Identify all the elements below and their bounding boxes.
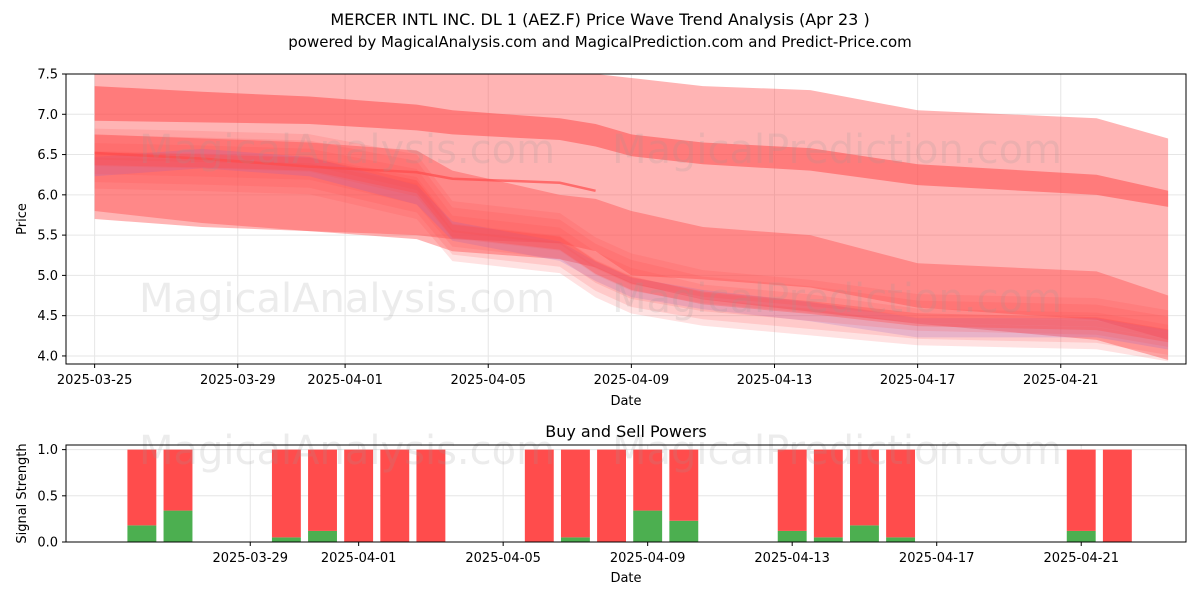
y-tick-label: 5.5	[37, 229, 58, 244]
sell-bar	[271, 449, 301, 538]
sell-bar	[163, 449, 193, 511]
sell-bar	[886, 449, 916, 538]
top-frame	[65, 73, 1187, 365]
x-axis-label: Date	[610, 394, 641, 409]
x-tick-label: 2025-03-29	[212, 551, 288, 566]
buy-sell-panel: MagicalAnalysis.com MagicalPrediction.com…	[15, 422, 1187, 586]
x-tick-label: 2025-04-21	[1043, 551, 1119, 566]
sell-bar	[524, 449, 554, 542]
sell-bar	[850, 449, 879, 526]
x-tick-label: 2025-03-29	[200, 373, 276, 388]
x-tick-label: 2025-04-05	[465, 551, 541, 566]
y-axis-label: Price	[15, 203, 30, 235]
sell-bar	[380, 449, 410, 542]
watermark: MagicalAnalysis.com	[139, 127, 555, 173]
price-band-1	[94, 74, 1169, 340]
blue-wave-band	[94, 148, 1169, 350]
watermark: MagicalPrediction.com	[612, 276, 1062, 322]
buy-bar	[308, 530, 337, 542]
sell-bar	[127, 449, 157, 526]
wave-band-2	[94, 135, 1169, 339]
x-axis-label: Date	[610, 571, 641, 586]
y-tick-label: 6.5	[37, 148, 58, 163]
x-tick-label: 2025-04-01	[307, 373, 383, 388]
buy-bar	[669, 520, 699, 542]
sell-bar	[560, 449, 590, 538]
sell-bar	[1102, 449, 1132, 542]
chart-title: MERCER INTL INC. DL 1 (AEZ.F) Price Wave…	[330, 10, 869, 29]
bottom-title: Buy and Sell Powers	[545, 422, 707, 441]
x-tick-label: 2025-04-05	[450, 373, 526, 388]
buy-bar	[163, 510, 193, 542]
sell-bar	[416, 449, 446, 542]
y-tick-label: 7.5	[37, 68, 58, 83]
x-tick-label: 2025-04-17	[880, 373, 956, 388]
watermark: MagicalAnalysis.com	[139, 276, 555, 322]
x-tick-label: 2025-04-09	[594, 373, 670, 388]
chart-subtitle: powered by MagicalAnalysis.com and Magic…	[288, 33, 912, 51]
y-tick-label: 1.0	[37, 443, 58, 458]
wave-band-1	[94, 128, 1169, 333]
sell-bar	[813, 449, 843, 538]
sell-bar	[344, 449, 374, 542]
trend-line	[94, 151, 596, 193]
y-tick-label: 7.0	[37, 108, 58, 123]
y-tick-label: 4.0	[37, 349, 58, 364]
y-axis-label: Signal Strength	[15, 443, 30, 543]
x-tick-label: 2025-04-13	[737, 373, 813, 388]
top-plot-area	[94, 74, 1169, 362]
y-tick-label: 4.5	[37, 309, 58, 324]
buy-bar	[813, 537, 843, 542]
buy-bar	[777, 530, 807, 542]
y-tick-label: 5.0	[37, 269, 58, 284]
buy-bar	[127, 525, 157, 542]
buy-bar	[1066, 530, 1096, 542]
price-band-2	[94, 86, 1169, 207]
x-tick-label: 2025-04-17	[899, 551, 975, 566]
sell-bar	[1066, 449, 1096, 531]
x-tick-label: 2025-04-09	[610, 551, 686, 566]
sell-bar	[777, 449, 807, 531]
watermark: MagicalPrediction.com	[612, 127, 1062, 173]
wave-core-band	[94, 152, 1169, 343]
buy-bar	[560, 537, 590, 542]
sell-bar	[308, 449, 337, 531]
sell-bar	[597, 449, 626, 542]
price-wave-panel: MagicalAnalysis.com MagicalPrediction.com…	[15, 68, 1187, 409]
wave-band-3	[94, 143, 1169, 347]
watermark: MagicalPrediction.com	[612, 428, 1062, 474]
sell-bar	[669, 449, 699, 521]
sell-bar	[633, 449, 663, 511]
wave-band-4	[94, 151, 1169, 355]
buy-bar	[271, 537, 301, 542]
price-band-3	[94, 134, 1169, 360]
x-tick-label: 2025-04-21	[1023, 373, 1099, 388]
x-tick-label: 2025-03-25	[57, 373, 133, 388]
y-tick-label: 0.5	[37, 489, 58, 504]
buy-bar	[886, 537, 916, 542]
x-tick-label: 2025-04-13	[754, 551, 830, 566]
buy-bar	[850, 525, 879, 542]
wave-band-5	[94, 157, 1169, 362]
y-tick-label: 6.0	[37, 188, 58, 203]
bottom-frame	[65, 444, 1187, 543]
y-tick-label: 0.0	[37, 536, 58, 551]
x-tick-label: 2025-04-01	[321, 551, 397, 566]
watermark: MagicalAnalysis.com	[139, 428, 555, 474]
buy-bar	[633, 510, 663, 542]
